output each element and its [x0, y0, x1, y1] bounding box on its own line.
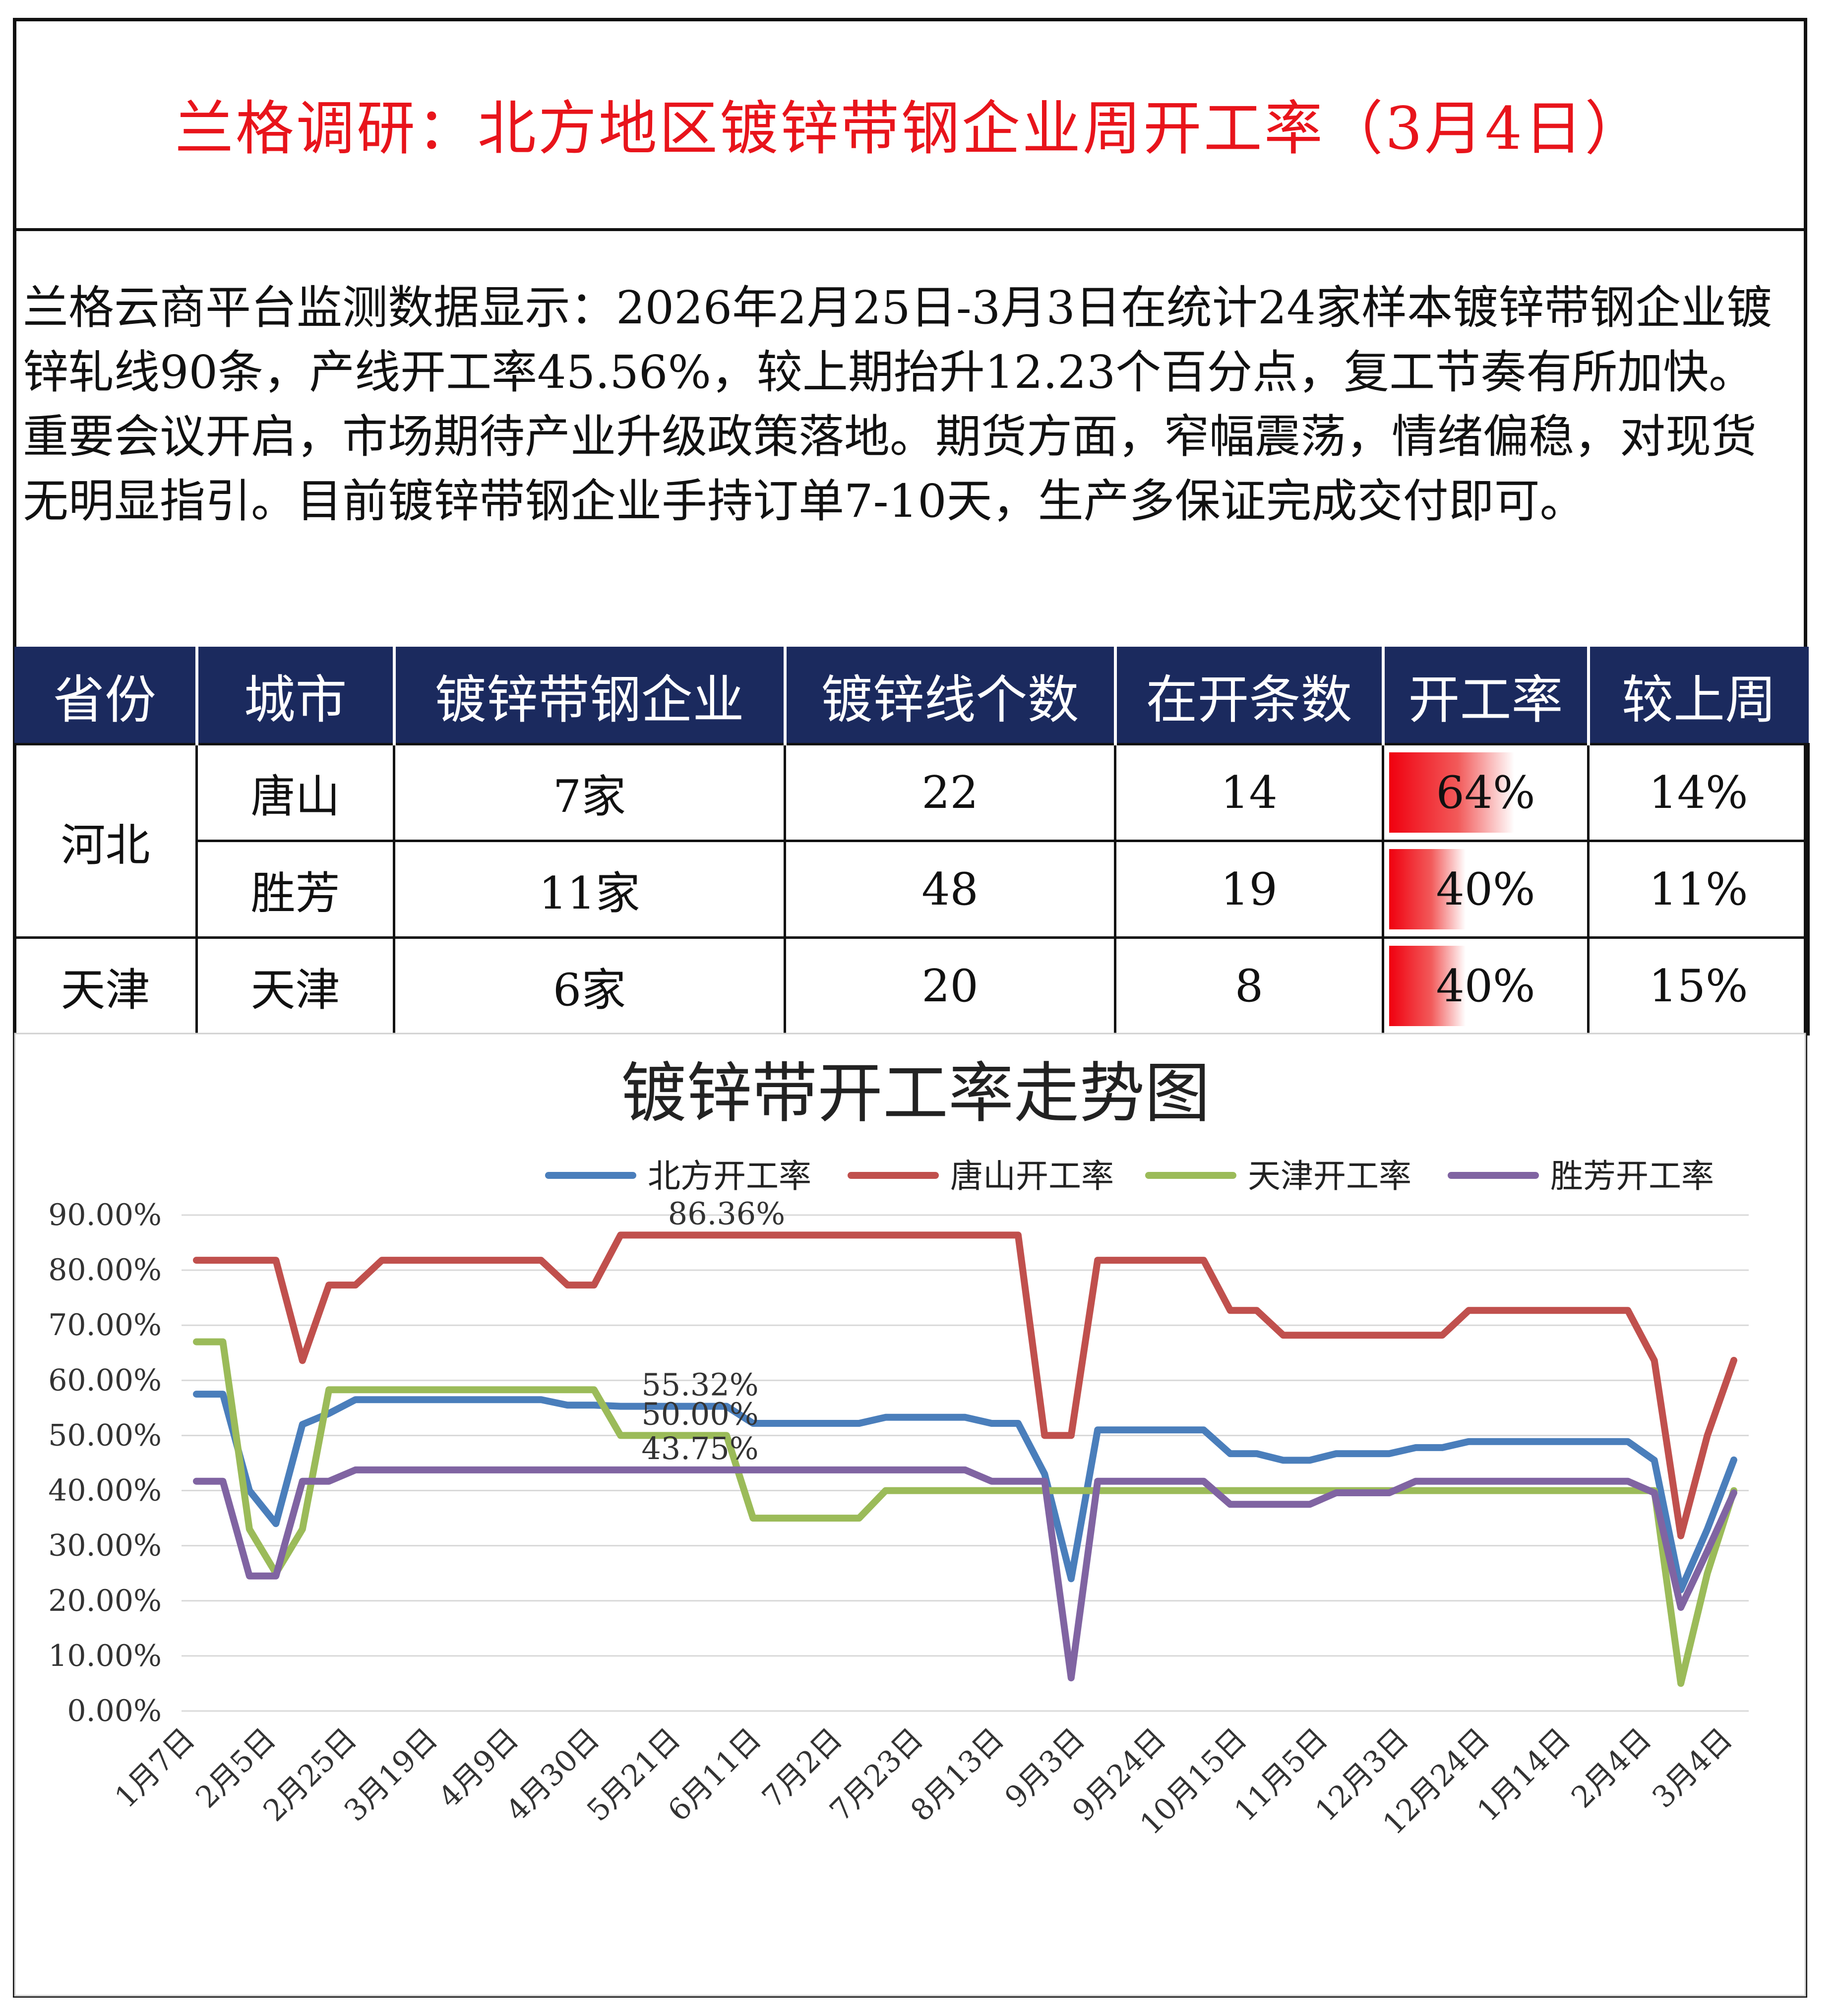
cell-city: 唐山 [195, 743, 395, 842]
rate-bar [1389, 752, 1514, 833]
cell-city: 胜芳 [195, 840, 395, 939]
cell-open: 8 [1114, 936, 1384, 1036]
y-tick-label: 70.00% [48, 1308, 162, 1343]
rate-bar [1389, 849, 1466, 929]
table-row: 河北 唐山 7家 22 14 64% 14% [13, 743, 1810, 939]
cell-lines: 48 [784, 840, 1116, 939]
legend-label: 胜芳开工率 [1550, 1157, 1714, 1195]
col-header-city: 城市 [195, 647, 396, 744]
cell-wow: 15% [1587, 936, 1810, 1036]
chart-title: 镀锌带开工率走势图 [621, 1055, 1210, 1132]
line-chart: 镀锌带开工率走势图 北方开工率 唐山开工率 天津开工率 胜芳开工率 0.00% 10.0… [14, 1033, 1806, 1997]
series-line [193, 1338, 1737, 1687]
cell-open: 19 [1114, 840, 1384, 939]
cell-lines: 22 [784, 743, 1116, 842]
title-box: 兰格调研：北方地区镀锌带钢企业周开工率（3月4日） [13, 18, 1807, 231]
cell-rate: 40% [1382, 840, 1590, 939]
cell-enterprises: 11家 [393, 840, 786, 939]
table-header-row: 省份 城市 镀锌带钢企业 镀锌线个数 在开条数 开工率 较上周 [14, 647, 1809, 744]
legend-label: 天津开工率 [1248, 1157, 1411, 1195]
cell-province: 天津 [13, 936, 198, 1036]
summary-text: 兰格云商平台监测数据显示：2026年2月25日-3月3日在统计24家样本镀锌带钢… [23, 281, 1772, 528]
table-row: 天津 天津 6家 20 8 40% 15% [13, 936, 1810, 1036]
y-tick-label: 30.00% [48, 1528, 162, 1563]
y-tick-label: 20.00% [48, 1584, 162, 1618]
series-line [193, 1466, 1737, 1682]
y-tick-label: 90.00% [48, 1198, 162, 1232]
data-label: 50.00% [641, 1396, 758, 1432]
rate-bar [1389, 946, 1466, 1026]
cell-rate: 40% [1382, 936, 1590, 1036]
col-header-rate: 开工率 [1381, 647, 1590, 744]
cell-enterprises: 7家 [393, 743, 786, 842]
legend-label: 北方开工率 [648, 1157, 811, 1195]
series-line [193, 1391, 1737, 1593]
cell-city: 天津 [195, 936, 395, 1036]
cell-province: 河北 [13, 743, 198, 939]
cell-open: 14 [1114, 743, 1384, 842]
data-label: 86.36% [668, 1195, 785, 1231]
col-header-lines: 镀锌线个数 [783, 647, 1117, 744]
table-row: 胜芳 11家 48 19 40% 11% [14, 840, 1810, 939]
y-tick-label: 60.00% [48, 1363, 162, 1398]
cell-wow: 14% [1587, 743, 1810, 842]
col-header-open: 在开条数 [1113, 647, 1385, 744]
legend-label: 唐山开工率 [950, 1157, 1114, 1195]
cell-rate: 64% [1382, 743, 1590, 842]
page-title: 兰格调研：北方地区镀锌带钢企业周开工率（3月4日） [175, 94, 1646, 163]
data-label: 55.32% [641, 1367, 758, 1403]
y-tick-label: 50.00% [48, 1418, 162, 1453]
cell-enterprises: 6家 [393, 936, 786, 1036]
col-header-enterprises: 镀锌带钢企业 [392, 647, 787, 744]
series-line [193, 1231, 1737, 1539]
col-header-wow: 较上周 [1587, 647, 1809, 744]
data-label: 43.75% [641, 1430, 758, 1466]
y-tick-label: 40.00% [48, 1473, 162, 1508]
rate-text: 40% [1436, 960, 1535, 1012]
cell-wow: 11% [1587, 840, 1810, 939]
rate-text: 64% [1436, 766, 1535, 819]
chart-container: 镀锌带开工率走势图 北方开工率 唐山开工率 天津开工率 胜芳开工率 0.00% 10.0… [13, 1032, 1807, 1998]
col-header-province: 省份 [14, 647, 198, 744]
stats-table: 省份 城市 镀锌带钢企业 镀锌线个数 在开条数 开工率 较上周 河北 唐山 7家… [13, 647, 1810, 1036]
y-tick-label: 80.00% [48, 1253, 162, 1287]
rate-text: 40% [1436, 863, 1535, 916]
y-tick-label: 10.00% [48, 1639, 162, 1673]
y-tick-label: 0.00% [67, 1694, 162, 1728]
cell-lines: 20 [784, 936, 1116, 1036]
